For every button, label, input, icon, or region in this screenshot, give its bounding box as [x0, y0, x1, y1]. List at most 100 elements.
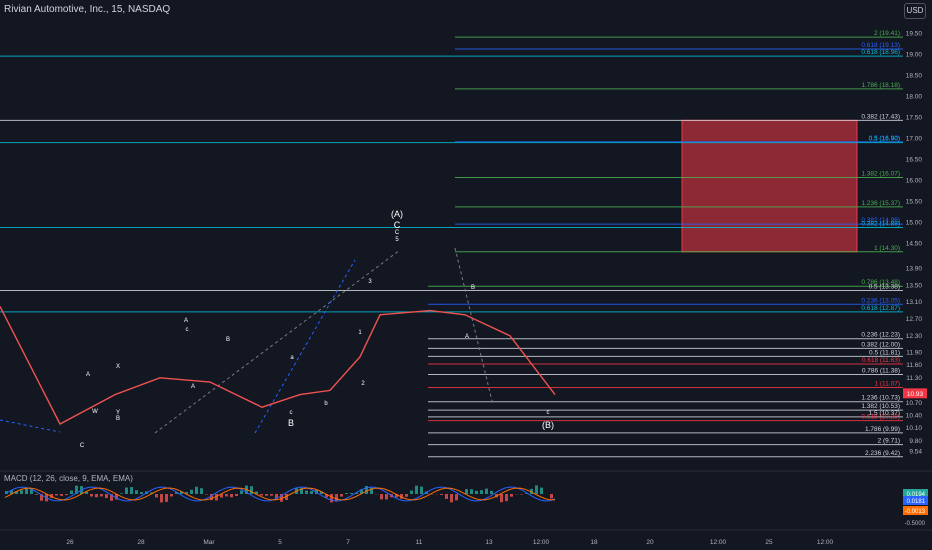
- macd-histogram-bar: [510, 494, 513, 497]
- macd-histogram-bar: [385, 494, 388, 500]
- macd-histogram-bar: [130, 487, 133, 494]
- price-tick: 19.50: [906, 30, 923, 37]
- signal-line[interactable]: [4, 487, 556, 501]
- price-tick: 12.30: [906, 333, 923, 340]
- wave-label: (B): [542, 420, 554, 430]
- wave-label: 2: [361, 381, 365, 387]
- macd-histogram-bar: [455, 494, 458, 501]
- macd-histogram-bar: [365, 485, 368, 494]
- macd-histogram-bar: [260, 494, 263, 496]
- macd-histogram-bar: [175, 491, 178, 494]
- time-tick: 11: [416, 539, 423, 546]
- target-zone[interactable]: [681, 119, 858, 253]
- price-axis: 19.50 19.00 18.50 18.00 17.50 17.00 16.50 16.00…: [903, 30, 927, 456]
- wave-label: a: [290, 355, 294, 361]
- wave-label: B: [226, 337, 230, 343]
- macd-value-badge: [903, 489, 928, 498]
- macd-histogram-bar: [190, 489, 193, 494]
- macd-histogram-bar: [355, 492, 358, 494]
- fib-label: 2 (9.71): [878, 438, 900, 445]
- wave-label: 1: [358, 330, 362, 336]
- macd-histogram-bar: [135, 490, 138, 494]
- fib-label: 1 (14.30): [874, 245, 900, 252]
- macd-histogram-bar: [340, 494, 343, 497]
- macd-histogram-bar: [520, 494, 523, 495]
- currency-badge[interactable]: USD: [904, 3, 926, 19]
- time-tick: 5: [278, 539, 282, 546]
- macd-histogram-bar: [465, 489, 468, 494]
- macd-histogram-bar: [85, 491, 88, 494]
- macd-histogram-bar: [55, 494, 58, 496]
- macd-histogram-bar: [350, 493, 353, 494]
- macd-histogram-bar: [195, 486, 198, 494]
- macd-tick: -0.0013: [905, 509, 926, 515]
- time-tick: 20: [646, 539, 654, 546]
- wave-label: c: [547, 410, 550, 416]
- macd-histogram-bar: [70, 490, 73, 494]
- price-tick: 11.60: [906, 362, 922, 369]
- macd-tick: 0.0181: [907, 499, 926, 505]
- wave-label: B: [471, 285, 475, 291]
- wave-label: b: [324, 401, 328, 407]
- macd-histogram-bar: [300, 488, 303, 494]
- macd-histogram-bar: [540, 487, 543, 494]
- fib-label: 1.236 (10.73): [861, 395, 900, 402]
- macd-histogram-bar: [485, 488, 488, 494]
- macd-tick: 0.0194: [907, 492, 926, 498]
- wave-label: C: [394, 220, 401, 230]
- macd-histogram-bar: [205, 494, 208, 495]
- wave-label: B: [288, 418, 294, 428]
- price-tick: 13.90: [906, 266, 923, 273]
- macd-histogram-bar: [370, 487, 373, 494]
- trend-line[interactable]: [454, 247, 494, 406]
- wave-label: X: [116, 364, 120, 370]
- trend-line[interactable]: [154, 249, 401, 434]
- last-price-label: 10.93: [907, 391, 924, 398]
- time-tick: Mar: [203, 539, 215, 546]
- macd-histogram-bar: [440, 494, 443, 495]
- price-tick: 17.50: [906, 114, 923, 121]
- macd-histogram-bar: [10, 490, 13, 494]
- time-tick: 18: [590, 539, 598, 546]
- wave-label: C: [80, 443, 85, 449]
- macd-histogram-bar: [160, 494, 163, 503]
- price-line[interactable]: [0, 306, 556, 425]
- wave-label: W: [92, 409, 98, 415]
- fib-label: 0.618 (18.96): [861, 49, 900, 56]
- macd-histogram-bar: [335, 494, 338, 502]
- macd-histogram-bar: [270, 494, 273, 496]
- price-tick: 9.54: [909, 449, 922, 456]
- price-tick: 10.40: [906, 413, 923, 420]
- macd-histogram-bar: [200, 488, 203, 494]
- macd-histogram-bar: [240, 490, 243, 494]
- fib-label: 0.786 (13.48): [861, 279, 900, 286]
- fib-label: 1.382 (16.07): [861, 170, 900, 177]
- fib-label: 1.5 (10.37): [869, 410, 900, 417]
- price-tick: 19.00: [906, 51, 923, 58]
- macd-histogram-bar: [120, 493, 123, 494]
- macd-histogram-bar: [420, 486, 423, 494]
- trend-line[interactable]: [254, 259, 356, 434]
- macd-histogram-bar: [530, 488, 533, 494]
- macd-histogram-bar: [210, 494, 213, 501]
- price-tick: 16.00: [906, 177, 923, 184]
- macd-value-badge: [903, 506, 928, 515]
- macd-histogram-bar: [360, 489, 363, 494]
- price-tick: 18.50: [906, 72, 923, 79]
- wave-label: B: [116, 416, 120, 422]
- macd-histogram-bar: [180, 491, 183, 494]
- macd-line[interactable]: [4, 486, 556, 502]
- macd-histogram-bar: [505, 494, 508, 502]
- macd-histogram-bar: [215, 494, 218, 501]
- fib-label: 0.5 (13.38): [869, 283, 900, 290]
- macd-histogram-bar: [60, 494, 63, 496]
- macd-histogram-bar: [450, 494, 453, 503]
- fib-label: 0.618 (10.28): [861, 414, 900, 421]
- price-tick: 10.10: [906, 425, 923, 432]
- trend-line[interactable]: [0, 419, 61, 433]
- macd-tick: -0.5000: [905, 521, 926, 527]
- wave-label: c: [290, 410, 293, 416]
- macd-histogram-bar: [345, 493, 348, 494]
